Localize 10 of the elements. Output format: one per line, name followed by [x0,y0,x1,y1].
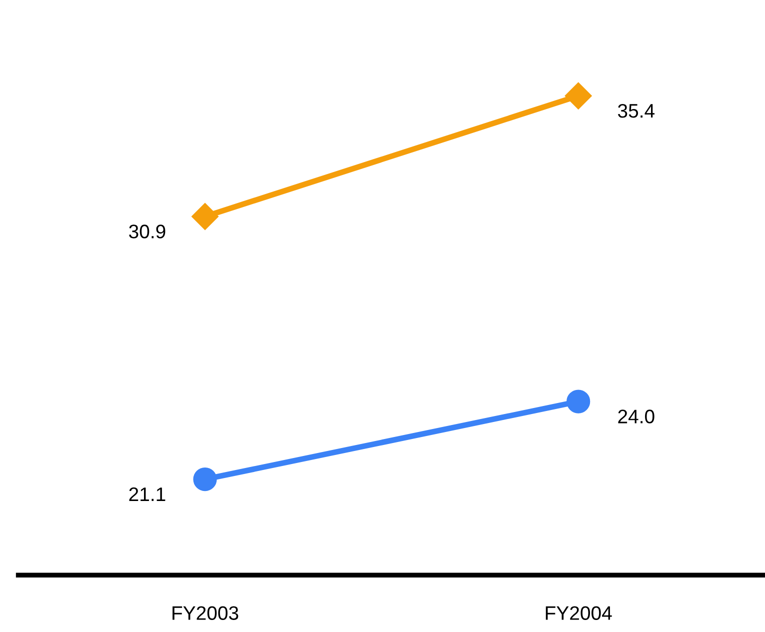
data-label: 30.9 [129,224,166,238]
point [192,203,218,230]
data-label: 21.1 [129,487,166,501]
data-label: 35.4 [618,104,655,118]
data-label: 24.0 [618,410,654,424]
x-tick-label: FY2004 [546,606,612,620]
x-tick-label: FY2003 [172,606,238,620]
point [564,82,592,110]
point [193,467,217,492]
point [566,390,590,414]
